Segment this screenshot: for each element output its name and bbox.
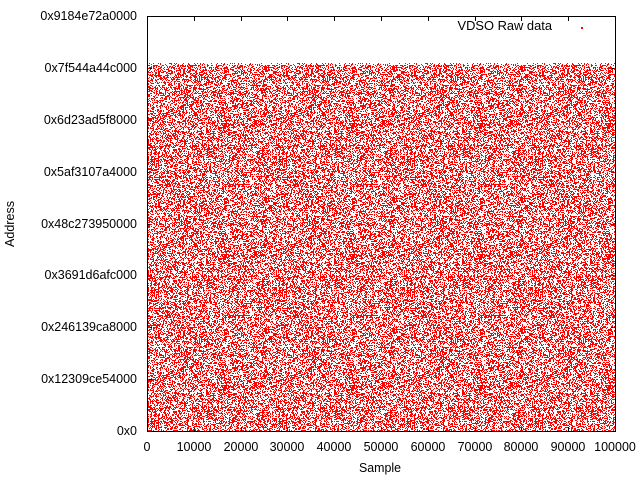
- svg-text:Address: Address: [3, 201, 17, 247]
- svg-text:20000: 20000: [224, 440, 259, 454]
- svg-text:0: 0: [144, 440, 151, 454]
- svg-text:40000: 40000: [317, 440, 352, 454]
- svg-text:60000: 60000: [411, 440, 446, 454]
- svg-text:80000: 80000: [504, 440, 539, 454]
- svg-text:VDSO Raw data: VDSO Raw data: [458, 19, 553, 33]
- svg-text:10000: 10000: [177, 440, 212, 454]
- svg-text:50000: 50000: [364, 440, 399, 454]
- svg-text:0x3691d6afc000: 0x3691d6afc000: [45, 268, 137, 282]
- svg-text:0x5af3107a4000: 0x5af3107a4000: [44, 165, 137, 179]
- svg-text:0x9184e72a0000: 0x9184e72a0000: [40, 9, 137, 23]
- svg-text:30000: 30000: [270, 440, 305, 454]
- svg-text:Sample: Sample: [359, 461, 401, 475]
- svg-text:0x48c273950000: 0x48c273950000: [41, 217, 137, 231]
- svg-text:0x7f544a44c000: 0x7f544a44c000: [45, 61, 137, 75]
- svg-text:100000: 100000: [594, 440, 636, 454]
- svg-text:0x6d23ad5f8000: 0x6d23ad5f8000: [44, 113, 137, 127]
- svg-text:0x12309ce54000: 0x12309ce54000: [41, 372, 137, 386]
- svg-text:90000: 90000: [551, 440, 586, 454]
- svg-text:70000: 70000: [458, 440, 493, 454]
- svg-text:0x246139ca8000: 0x246139ca8000: [41, 320, 137, 334]
- svg-text:0x0: 0x0: [117, 424, 137, 438]
